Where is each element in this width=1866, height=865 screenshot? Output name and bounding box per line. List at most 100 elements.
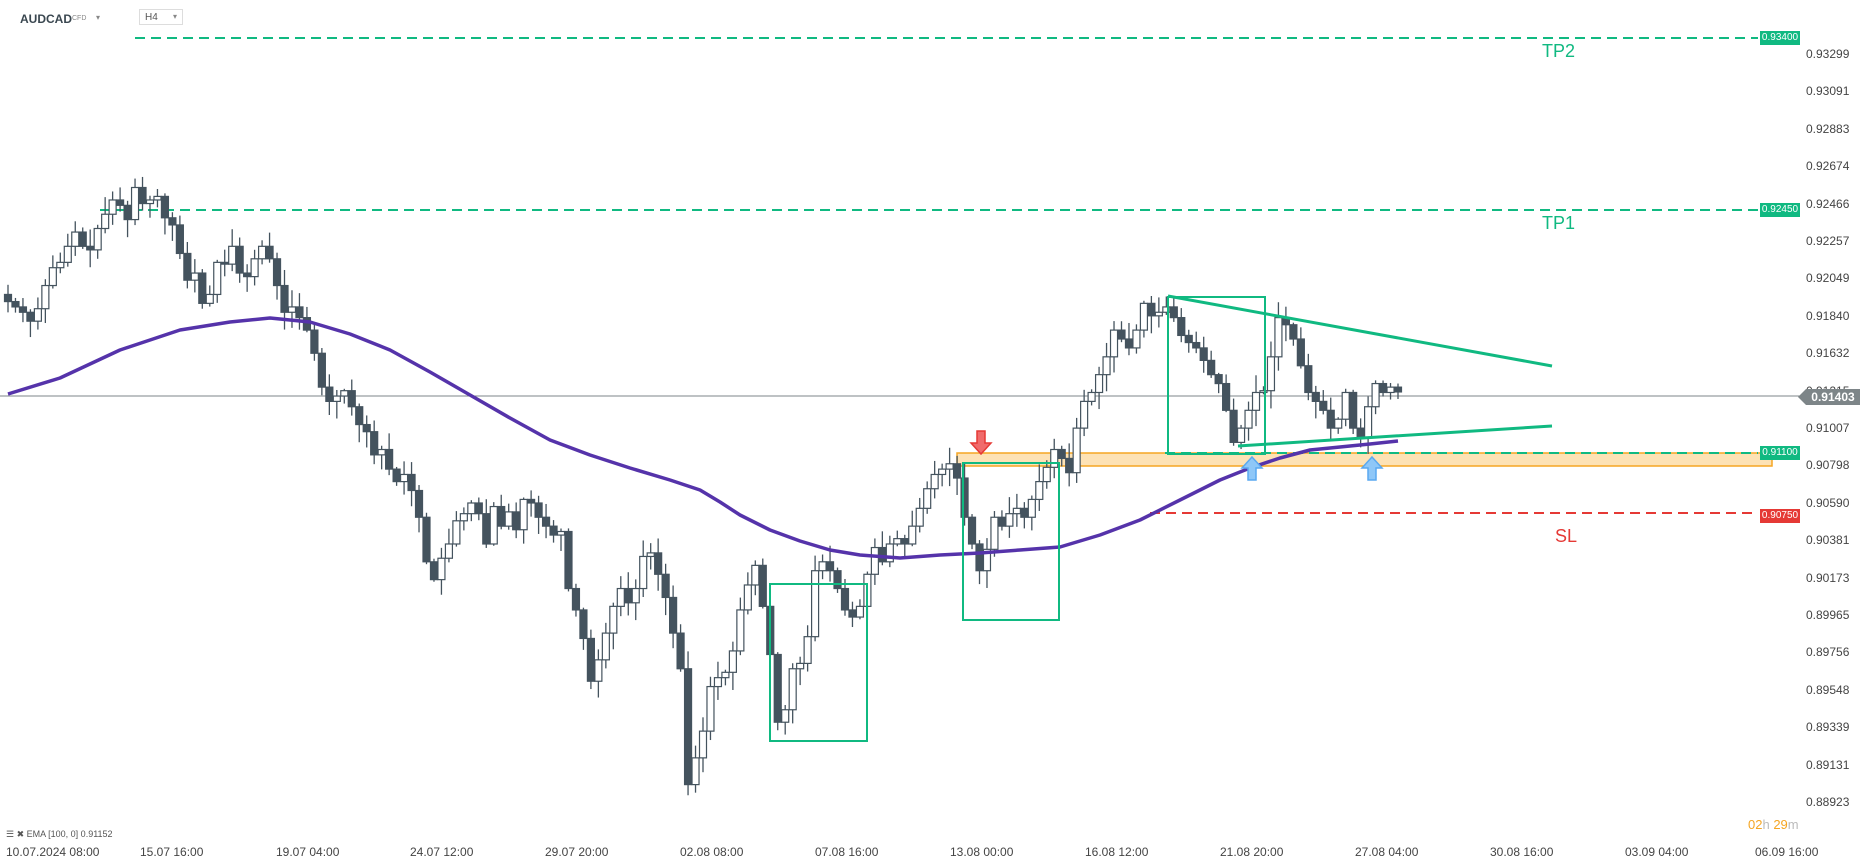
bull-candle (1259, 390, 1268, 394)
bear-candle (579, 609, 588, 640)
bull-candle (437, 557, 446, 581)
bear-candle (683, 668, 693, 786)
sl-label: SL (1555, 526, 1578, 546)
blue-up-arrow-icon (1360, 455, 1384, 481)
bear-candle (235, 245, 244, 274)
price-tick: 0.90590 (1806, 495, 1850, 510)
price-tick: 0.92674 (1806, 159, 1850, 174)
bull-candle (33, 308, 42, 322)
bull-candle (609, 605, 618, 634)
timeframe-select[interactable]: H4 ▾ (139, 9, 183, 25)
bull-candle (153, 195, 162, 201)
bull-candle (945, 463, 954, 470)
price-tick: 0.92049 (1806, 271, 1850, 286)
bear-candle (1356, 427, 1365, 438)
bear-candle (1169, 306, 1178, 319)
bull-candle (444, 543, 454, 559)
bull-candle (556, 530, 566, 536)
time-tick: 15.07 16:00 (140, 845, 204, 859)
bull-candle (340, 390, 349, 397)
bear-candle (347, 390, 356, 408)
bear-candle (564, 530, 573, 590)
bear-candle (302, 317, 312, 331)
bull-candle (818, 561, 827, 572)
bear-candle (280, 284, 289, 313)
bear-candle (385, 448, 394, 470)
bear-candle (586, 637, 596, 682)
bear-candle (1304, 365, 1313, 394)
bull-candle (1050, 448, 1059, 468)
bull-candle (930, 473, 939, 490)
remove-indicator-icon[interactable]: ✖ (16, 829, 25, 839)
bull-candle (870, 546, 879, 575)
bull-candle (1042, 466, 1051, 483)
bull-candle (938, 468, 947, 476)
bull-candle (923, 488, 932, 509)
bear-candle (534, 502, 543, 518)
bull-candle (982, 548, 992, 572)
symbol-name[interactable]: AUDCAD (20, 12, 72, 26)
bear-candle (1147, 302, 1156, 317)
price-tick: 0.92466 (1806, 196, 1850, 211)
price-tick: 0.89756 (1806, 645, 1850, 660)
bull-candle (399, 473, 409, 483)
bear-candle (571, 587, 581, 611)
bull-candle (332, 395, 341, 402)
current-price-tag: 0.91403 (1798, 389, 1860, 405)
candle-countdown: 02h 29m (1748, 817, 1799, 832)
price-tick: 0.92257 (1806, 234, 1850, 248)
bear-candle (123, 204, 132, 221)
bear-candle (833, 570, 842, 590)
bear-candle (429, 561, 439, 581)
bear-candle (1192, 341, 1201, 349)
bull-candle (63, 245, 72, 263)
bear-candle (18, 306, 28, 313)
time-tick: 02.08 08:00 (680, 845, 744, 859)
bear-candle (527, 498, 536, 504)
bull-candle (639, 555, 648, 590)
bear-candle (967, 516, 977, 545)
tp1-price-tag: 0.92450 (1760, 203, 1800, 217)
bear-candle (243, 272, 252, 278)
bear-candle (878, 546, 887, 563)
bull-candle (228, 245, 237, 265)
ema-legend[interactable]: ☰ ✖ EMA [100, 0] 0.91152 (6, 829, 113, 840)
price-tick: 0.91007 (1806, 421, 1850, 435)
bear-candle (676, 632, 685, 670)
bull-candle (781, 709, 790, 723)
bull-candle (467, 502, 476, 515)
bear-candle (541, 516, 551, 527)
entry-price-tag: 0.91100 (1760, 446, 1800, 460)
bear-candle (840, 587, 850, 611)
indicator-settings-icon[interactable]: ☰ (6, 829, 15, 839)
consolidation-box-2 (962, 462, 1060, 621)
bear-candle (115, 199, 125, 206)
bull-candle (736, 609, 745, 652)
bull-candle (893, 538, 902, 545)
bull-candle (459, 513, 468, 522)
bear-candle (220, 261, 229, 265)
bull-candle (698, 730, 708, 759)
price-tick: 0.90381 (1806, 533, 1850, 548)
bull-candle (803, 636, 812, 665)
bear-candle (773, 653, 782, 723)
bull-candle (48, 267, 57, 287)
bear-candle (1222, 382, 1231, 411)
bear-candle (1020, 507, 1029, 518)
bear-candle (975, 543, 984, 572)
bull-candle (213, 261, 222, 296)
price-tick: 0.92883 (1806, 121, 1850, 136)
timeframe-value: H4 (145, 12, 158, 23)
time-tick: 29.07 20:00 (545, 845, 609, 859)
bear-candle (183, 252, 192, 281)
bear-candle (1393, 386, 1403, 393)
bear-candle (960, 477, 969, 518)
bull-candle (1386, 386, 1395, 394)
bull-candle (519, 498, 528, 531)
bear-candle (265, 245, 274, 260)
symbol-dropdown-icon[interactable]: ▾ (96, 13, 101, 22)
bear-candle (392, 468, 401, 483)
bull-candle (855, 605, 865, 618)
bull-candle (1087, 391, 1096, 402)
